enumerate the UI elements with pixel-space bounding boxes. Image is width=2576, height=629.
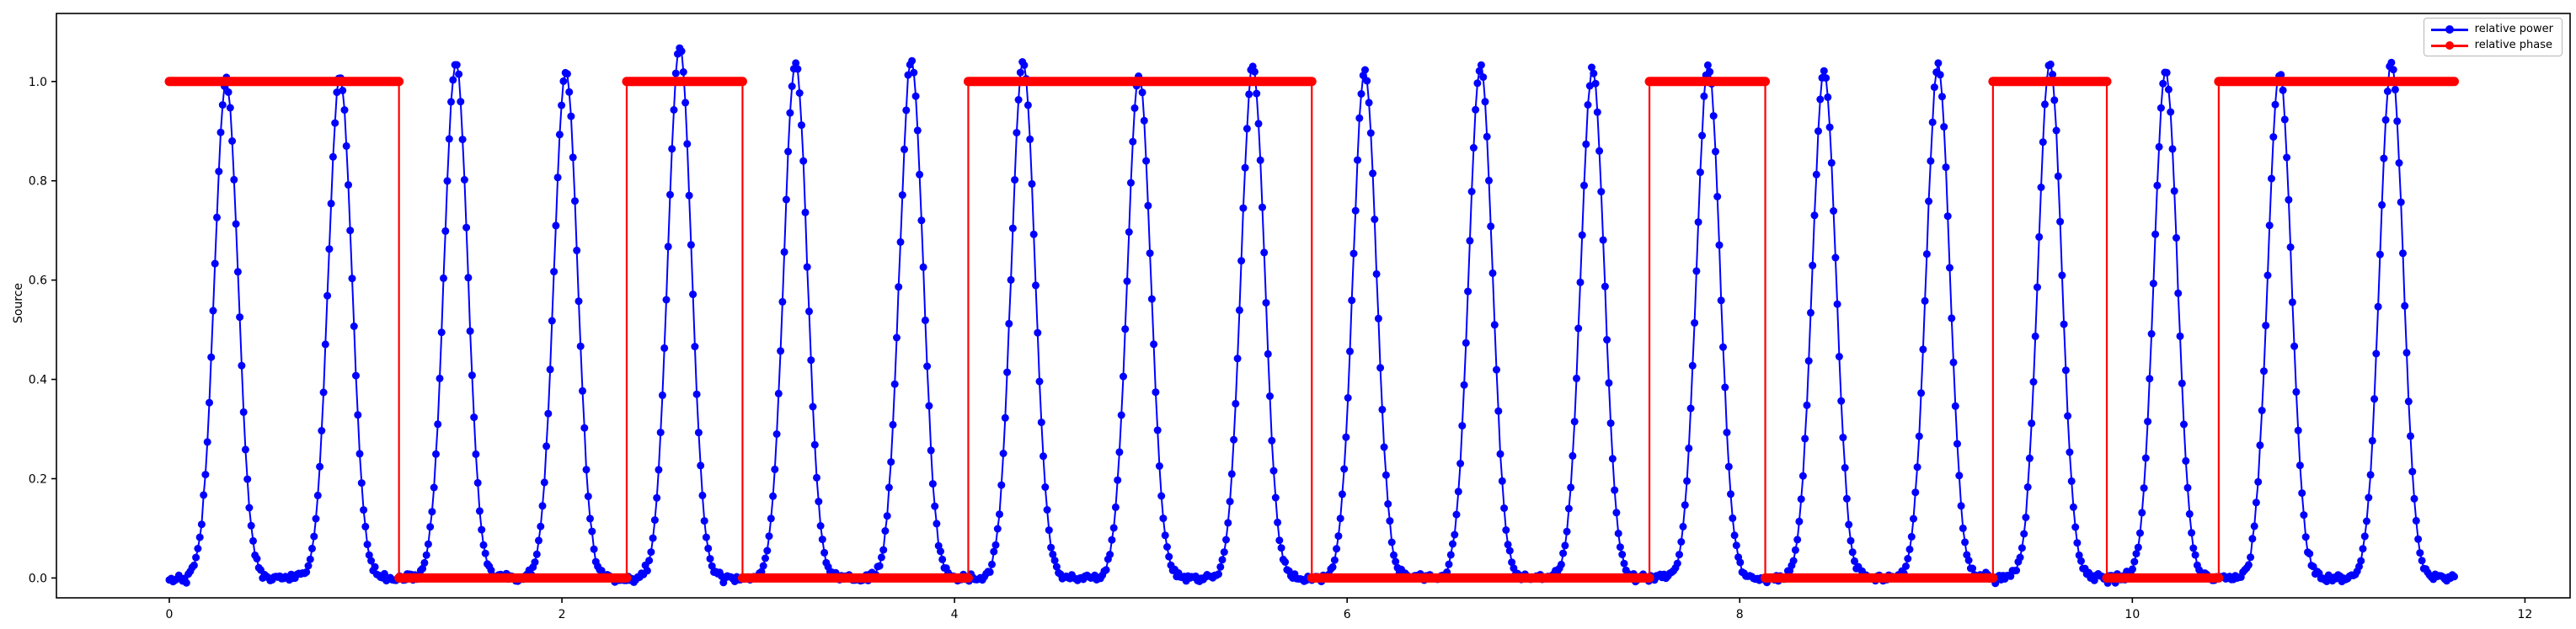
y-tick-label: 0.8 [29, 175, 47, 189]
x-tick-label: 8 [1736, 608, 1744, 621]
power-legend-marker-icon [2430, 24, 2468, 35]
y-tick-label: 0.0 [29, 572, 47, 585]
x-tick-label: 4 [951, 608, 959, 621]
plot-area-frame [56, 13, 2571, 599]
legend: relative power relative phase [2423, 18, 2563, 56]
phase-legend-marker-icon [2430, 40, 2468, 51]
y-axis-label: Source [12, 282, 25, 324]
legend-label-phase: relative phase [2474, 39, 2553, 51]
y-tick-label: 0.2 [29, 472, 47, 486]
legend-label-power: relative power [2474, 23, 2553, 35]
x-tick-label: 2 [558, 608, 566, 621]
legend-entry-power: relative power [2430, 23, 2553, 35]
y-tick-label: 0.4 [29, 374, 47, 387]
y-tick-label: 0.6 [29, 275, 47, 288]
legend-entry-phase: relative phase [2430, 39, 2553, 51]
x-tick-label: 10 [2124, 608, 2140, 621]
phase-series [164, 77, 2460, 583]
x-tick-label: 0 [166, 608, 174, 621]
y-tick-label: 1.0 [29, 76, 47, 89]
axis-ticks: 0 2 4 6 8 10 12 0.0 0.2 0.4 0.6 0.8 1.0 [29, 76, 2533, 621]
x-tick-label: 6 [1344, 608, 1351, 621]
x-tick-label: 12 [2517, 608, 2532, 621]
